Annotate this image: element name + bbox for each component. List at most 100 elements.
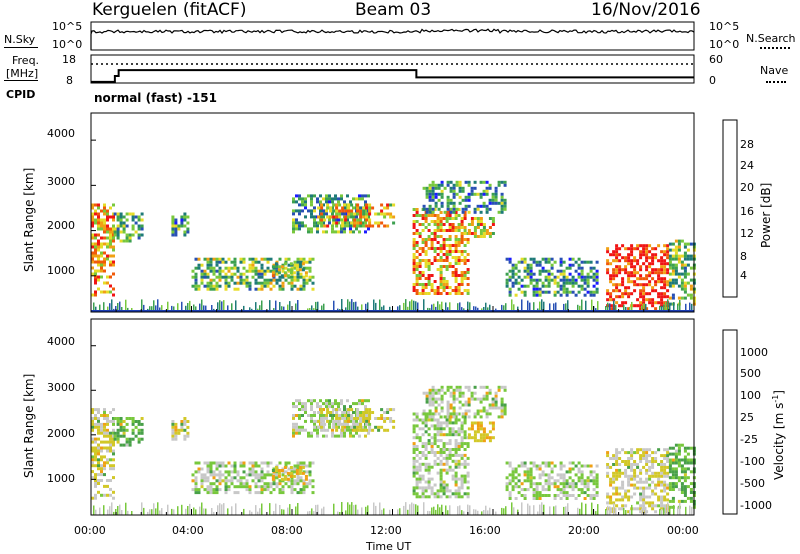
velocity-cell [666, 451, 670, 455]
velocity-cell [254, 470, 258, 474]
power-cell [639, 304, 643, 308]
power-cell [571, 281, 575, 285]
power-cell [305, 260, 309, 264]
power-cell [424, 214, 428, 217]
power-cell [526, 266, 530, 270]
velocity-cell [621, 504, 625, 508]
velocity-cell [301, 405, 304, 409]
velocity-cell [663, 483, 667, 487]
power-cell [442, 229, 446, 232]
power-cell [431, 207, 435, 211]
power-cell [340, 230, 343, 234]
power-cell [310, 209, 313, 213]
velocity-ground-scatter [167, 504, 169, 515]
velocity-cell [455, 412, 459, 416]
velocity-cell [639, 468, 643, 472]
power-cell [328, 221, 331, 225]
velocity-cell [568, 470, 572, 474]
power-cell [666, 271, 670, 275]
power-cell [473, 235, 477, 238]
power-cell [630, 265, 634, 269]
power-cell [412, 259, 416, 262]
velocity-cell [418, 495, 422, 499]
power-cell [523, 266, 527, 270]
velocity-cell [251, 464, 255, 468]
velocity-cell [412, 474, 416, 478]
power-cell [463, 277, 467, 280]
power-cell [418, 292, 422, 295]
power-cell [436, 223, 440, 226]
power-cell [329, 206, 333, 210]
power-cell [485, 207, 489, 211]
velocity-cell [418, 439, 422, 443]
power-cell [592, 290, 596, 294]
velocity-cell [689, 446, 693, 450]
velocity-cell [648, 454, 652, 458]
velocity-cell [683, 473, 687, 477]
power-cell [586, 281, 590, 285]
power-cell [424, 262, 428, 265]
velocity-cell [349, 434, 352, 438]
power-cell [112, 263, 115, 267]
power-cell [380, 209, 384, 213]
velocity-cell [106, 446, 109, 450]
velocity-cell [278, 488, 282, 492]
velocity-cell [257, 476, 261, 480]
velocity-cell [260, 488, 264, 492]
velocity-cell [239, 476, 243, 480]
power-cell [94, 248, 97, 252]
power-cell [371, 206, 375, 210]
power-cell [359, 218, 363, 222]
velocity-cell [359, 428, 363, 432]
power-cell [476, 207, 480, 211]
power-cell [457, 229, 461, 232]
velocity-cell [112, 437, 115, 441]
power-cell [209, 269, 213, 273]
power-ground-scatter [609, 303, 611, 312]
power-cell [278, 287, 282, 291]
velocity-cell [274, 469, 278, 472]
velocity-cell [491, 400, 495, 404]
velocity-cell [389, 419, 393, 423]
velocity-cell [91, 428, 94, 432]
velocity-cell [281, 488, 285, 492]
power-cell [639, 277, 643, 281]
power-ground-scatter [383, 305, 385, 312]
power-cell [424, 250, 428, 253]
power-cell [427, 223, 431, 226]
power-cell [497, 201, 501, 205]
power-cell [674, 263, 678, 267]
velocity-cell [671, 496, 675, 500]
power-cell [627, 262, 631, 266]
velocity-cell [310, 399, 313, 403]
velocity-cell [562, 491, 566, 495]
velocity-cell [227, 485, 231, 489]
power-cell [589, 269, 593, 273]
power-cell [356, 209, 360, 213]
velocity-cell [651, 451, 655, 455]
power-cell [439, 286, 443, 289]
velocity-cell [298, 431, 301, 435]
velocity-cell [470, 421, 474, 425]
velocity-cell [500, 385, 504, 389]
power-cell [367, 194, 370, 198]
velocity-cell [221, 479, 225, 483]
power-ground-scatter [125, 299, 127, 312]
velocity-cell [323, 422, 327, 426]
power-cell [595, 269, 599, 273]
velocity-cell [488, 391, 492, 395]
power-cell [224, 266, 228, 270]
velocity-cell [412, 492, 416, 496]
velocity-cell [106, 431, 109, 435]
velocity-cell [439, 483, 443, 487]
velocity-cell [103, 411, 106, 414]
power-cell [325, 200, 328, 204]
velocity-cell [346, 422, 349, 426]
velocity-cell [112, 428, 115, 432]
velocity-cell [627, 457, 631, 460]
velocity-cell [466, 474, 470, 478]
velocity-cell [648, 483, 652, 487]
power-cell [260, 287, 264, 291]
velocity-cell [580, 479, 584, 483]
power-cell [272, 263, 276, 267]
